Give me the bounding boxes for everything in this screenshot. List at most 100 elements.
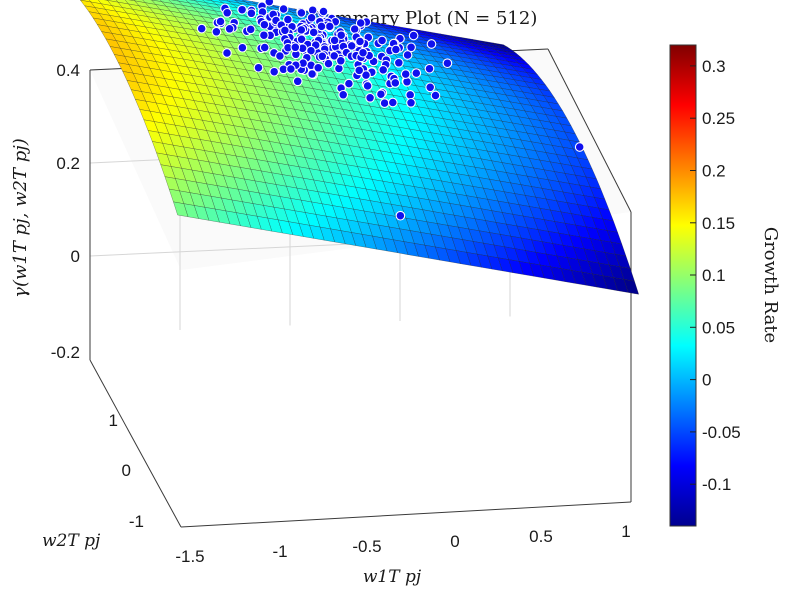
x-tick-label: 1 — [621, 522, 630, 541]
scatter-point — [387, 97, 398, 108]
scatter-point — [430, 90, 441, 101]
scatter-point — [408, 30, 419, 41]
scatter-point — [308, 27, 319, 38]
scatter-point — [395, 210, 406, 221]
colorbar-tick-label: 0.1 — [702, 266, 726, 285]
scatter-point — [259, 42, 270, 53]
scatter-point — [224, 23, 235, 34]
scatter-point — [411, 68, 422, 78]
colorbar-tick-label: 0.2 — [702, 162, 726, 181]
scatter-point — [245, 24, 256, 35]
scatter-point — [377, 35, 387, 46]
scatter-point — [211, 26, 222, 37]
scatter-point — [237, 4, 247, 15]
scatter-points — [196, 0, 585, 221]
colorbar-tick-label: -0.1 — [702, 475, 731, 494]
x-axis: -1.5 -1 -0.5 0 0.5 1 w1T pj — [175, 522, 630, 587]
scatter-point — [354, 65, 365, 76]
scatter-point — [406, 97, 416, 108]
scatter-point — [253, 62, 264, 73]
scatter-point — [222, 48, 232, 58]
x-axis-label: w1T pj — [363, 567, 422, 587]
colorbar-tick-label: -0.05 — [702, 423, 741, 442]
colorbar-tick-label: 0.15 — [702, 214, 735, 233]
colorbar-gradient — [669, 44, 697, 527]
scatter-point — [393, 57, 404, 68]
scatter-point — [275, 51, 285, 61]
scatter-point — [344, 78, 354, 89]
scatter-point — [402, 76, 412, 87]
scatter-point — [335, 55, 346, 66]
scatter-point — [329, 51, 340, 61]
scatter-point — [391, 44, 401, 55]
y-tick-label: 1 — [109, 411, 118, 430]
scatter-point — [269, 66, 280, 77]
floor-left-edge — [89, 359, 182, 528]
scatter-point — [402, 50, 413, 60]
scatter-point — [400, 69, 411, 79]
colorbar-ticks: 0.3 0.25 0.2 0.15 0.1 0.05 0 -0.05 -0.1 — [690, 57, 741, 494]
x-tick-label: -1 — [272, 542, 287, 561]
scatter-point — [292, 76, 303, 87]
z-axis-label: γ(w1T pj, w2T pj) — [10, 138, 31, 298]
scatter-point — [278, 4, 289, 14]
colorbar-tick-label: 0.3 — [702, 57, 726, 76]
scatter-point — [323, 58, 334, 69]
back-right-edge — [547, 48, 632, 213]
colorbar-label: Growth Rate — [760, 227, 781, 343]
scatter-point — [318, 6, 329, 17]
colorbar: 0.3 0.25 0.2 0.15 0.1 0.05 0 -0.05 -0.1 Growth R… — [669, 44, 781, 527]
scatter-point — [362, 81, 373, 91]
z-tick-label: 0.4 — [56, 61, 80, 80]
scatter-point — [306, 12, 317, 23]
scatter-point — [355, 36, 365, 47]
scatter-point — [338, 89, 349, 100]
z-tick-label: 0 — [71, 247, 80, 266]
x-tick-label: -0.5 — [352, 537, 381, 556]
scatter-point — [355, 18, 366, 28]
x-tick-label: 0 — [450, 532, 459, 551]
scatter-point — [215, 16, 226, 27]
scatter-point — [280, 25, 290, 36]
scatter-point — [426, 39, 437, 49]
scatter-point — [574, 142, 585, 152]
scatter-point — [425, 82, 436, 93]
scatter-point — [329, 35, 340, 46]
y-tick-label: -1 — [129, 512, 144, 531]
scatter-point — [379, 98, 390, 108]
scatter-point — [376, 89, 386, 100]
scatter-point — [264, 0, 275, 7]
scatter-point — [406, 42, 416, 53]
surface-patch — [623, 279, 639, 295]
colorbar-tick-label: 0.25 — [702, 109, 735, 128]
z-tick-label: -0.2 — [51, 343, 80, 362]
scatter-point — [424, 63, 435, 74]
scatter-point — [296, 8, 307, 18]
scatter-point — [317, 51, 328, 62]
scatter-point — [286, 64, 296, 74]
x-tick-label: -1.5 — [175, 547, 204, 566]
x-tick-label: 0.5 — [529, 527, 553, 546]
scatter-point — [237, 42, 248, 53]
scatter-point — [313, 62, 324, 73]
scatter-point — [390, 78, 401, 88]
scatter-point — [316, 21, 327, 32]
scatter-point — [296, 25, 307, 35]
scatter-point — [405, 90, 416, 100]
scatter-point — [283, 14, 293, 25]
y-axis-label: w2T pj — [42, 531, 101, 551]
y-axis: 1 0 -1 w2T pj — [42, 411, 144, 551]
scatter-point — [259, 19, 270, 30]
scatter-point — [307, 69, 317, 79]
floor-front-edge — [180, 501, 632, 528]
scatter-point — [196, 23, 207, 34]
scatter-point — [259, 30, 269, 41]
scatter-point — [246, 8, 257, 19]
colorbar-tick-label: 0.05 — [702, 318, 735, 337]
z-axis: 0.4 0.2 0 -0.2 γ(w1T pj, w2T pj) — [10, 61, 80, 362]
z-tick-label: 0.2 — [56, 154, 80, 173]
scatter-point — [365, 92, 375, 103]
y-tick-label: 0 — [122, 461, 131, 480]
scatter-point — [349, 24, 360, 34]
